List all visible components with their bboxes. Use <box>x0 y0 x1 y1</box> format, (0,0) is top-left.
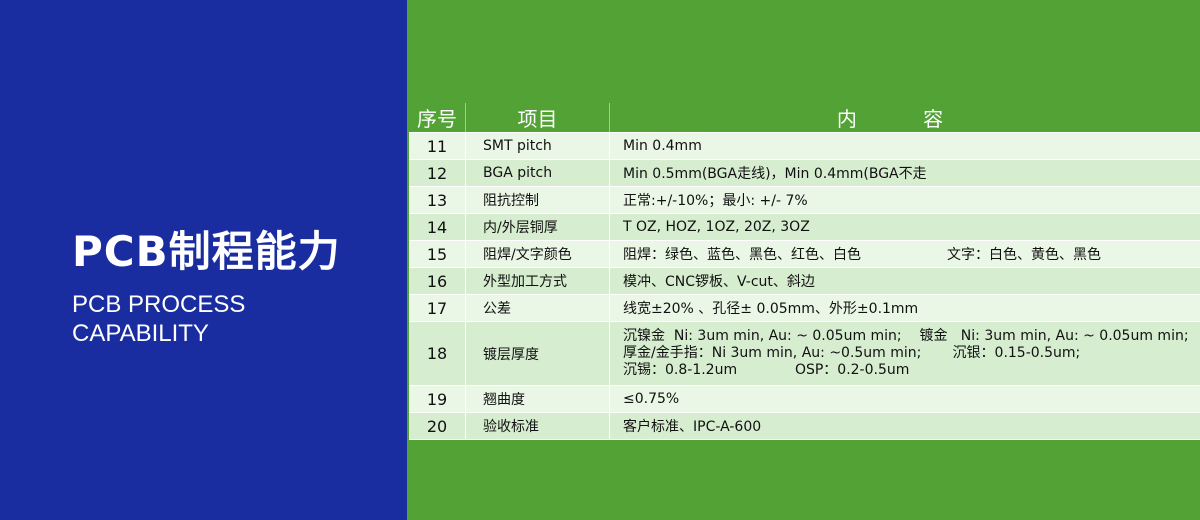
table-row: 15 阻焊/文字颜色 阻焊：绿色、蓝色、黑色、红色、白色 文字：白色、黄色、黑色 <box>409 241 1200 268</box>
cell-no: 19 <box>409 386 466 412</box>
content-line: 沉锡：0.8-1.2um OSP：0.2-0.5um <box>623 362 910 378</box>
table-row: 13 阻抗控制 正常:+/-10%；最小: +/- 7% <box>409 187 1200 214</box>
table-row: 12 BGA pitch Min 0.5mm(BGA走线)，Min 0.4mm(BG… <box>409 160 1200 187</box>
cell-item: 内/外层铜厚 <box>466 214 610 240</box>
cell-item: 翘曲度 <box>466 386 610 412</box>
cell-content: Min 0.5mm(BGA走线)，Min 0.4mm(BGA不走 <box>610 160 1200 186</box>
content-text: T OZ, HOZ, 1OZ, 20Z, 3OZ <box>623 219 810 235</box>
cell-content: 沉镍金 Ni: 3um min, Au: ~ 0.05um min; 镀金 Ni… <box>610 322 1200 385</box>
cell-item: 镀层厚度 <box>466 322 610 385</box>
table-row: 20 验收标准 客户标准、IPC-A-600 <box>409 413 1200 440</box>
cell-item: SMT pitch <box>466 133 610 159</box>
title-chinese: PCB制程能力 <box>72 227 341 276</box>
table-row: 17 公差 线宽±20% 、孔径± 0.05mm、外形±0.1mm <box>409 295 1200 322</box>
cell-item: BGA pitch <box>466 160 610 186</box>
cell-content: 模冲、CNC锣板、V-cut、斜边 <box>610 268 1200 294</box>
content-text: 线宽±20% 、孔径± 0.05mm、外形±0.1mm <box>623 301 919 317</box>
cell-no: 12 <box>409 160 466 186</box>
cell-item: 公差 <box>466 295 610 321</box>
content-text-2: 文字：白色、黄色、黑色 <box>947 247 1101 263</box>
cell-item: 阻焊/文字颜色 <box>466 241 610 267</box>
blue-panel: PCB制程能力 PCB PROCESS CAPABILITY <box>0 0 407 520</box>
table-row: 18 镀层厚度 沉镍金 Ni: 3um min, Au: ~ 0.05um min;… <box>409 322 1200 386</box>
cell-item: 验收标准 <box>466 413 610 439</box>
content-text: Min 0.4mm <box>623 138 702 154</box>
cell-no: 16 <box>409 268 466 294</box>
header-item: 项目 <box>466 103 610 132</box>
cell-no: 15 <box>409 241 466 267</box>
content-text: 阻焊：绿色、蓝色、黑色、红色、白色 <box>623 247 861 263</box>
table-row: 16 外型加工方式 模冲、CNC锣板、V-cut、斜边 <box>409 268 1200 295</box>
cell-no: 11 <box>409 133 466 159</box>
title-english-line2: CAPABILITY <box>72 320 209 347</box>
content-line: 厚金/金手指：Ni 3um min, Au: ~0.5um min; 沉银：0.… <box>623 345 1081 361</box>
content-text: Min 0.5mm(BGA走线)，Min 0.4mm(BGA不走 <box>623 166 927 182</box>
cell-content: T OZ, HOZ, 1OZ, 20Z, 3OZ <box>610 214 1200 240</box>
title-english-line1: PCB PROCESS <box>72 291 246 318</box>
cell-no: 14 <box>409 214 466 240</box>
cell-content: 正常:+/-10%；最小: +/- 7% <box>610 187 1200 213</box>
cell-no: 18 <box>409 322 466 385</box>
cell-content: Min 0.4mm <box>610 133 1200 159</box>
content-text: 正常:+/-10%；最小: +/- 7% <box>623 193 808 209</box>
table-row: 19 翘曲度 ≤0.75% <box>409 386 1200 413</box>
cell-content: 阻焊：绿色、蓝色、黑色、红色、白色 文字：白色、黄色、黑色 <box>610 241 1200 267</box>
table-row: 14 内/外层铜厚 T OZ, HOZ, 1OZ, 20Z, 3OZ <box>409 214 1200 241</box>
capability-table: 序号 项目 内 容 11 SMT pitch Min 0.4mm 12 BGA pitc… <box>409 103 1200 440</box>
content-text: 客户标准、IPC-A-600 <box>623 419 762 435</box>
content-text: ≤0.75% <box>623 391 680 407</box>
content-line: 沉镍金 Ni: 3um min, Au: ~ 0.05um min; 镀金 Ni… <box>623 328 1189 344</box>
cell-content: 客户标准、IPC-A-600 <box>610 413 1200 439</box>
table-row: 11 SMT pitch Min 0.4mm <box>409 133 1200 160</box>
cell-no: 17 <box>409 295 466 321</box>
cell-content: 线宽±20% 、孔径± 0.05mm、外形±0.1mm <box>610 295 1200 321</box>
header-content: 内 容 <box>836 107 974 131</box>
cell-item: 阻抗控制 <box>466 187 610 213</box>
title-english: PCB PROCESS CAPABILITY <box>72 290 245 348</box>
cell-no: 20 <box>409 413 466 439</box>
cell-item: 外型加工方式 <box>466 268 610 294</box>
table-header: 序号 项目 内 容 <box>409 103 1200 133</box>
cell-no: 13 <box>409 187 466 213</box>
content-text: 模冲、CNC锣板、V-cut、斜边 <box>623 274 815 290</box>
cell-content: ≤0.75% <box>610 386 1200 412</box>
header-no: 序号 <box>409 103 466 132</box>
